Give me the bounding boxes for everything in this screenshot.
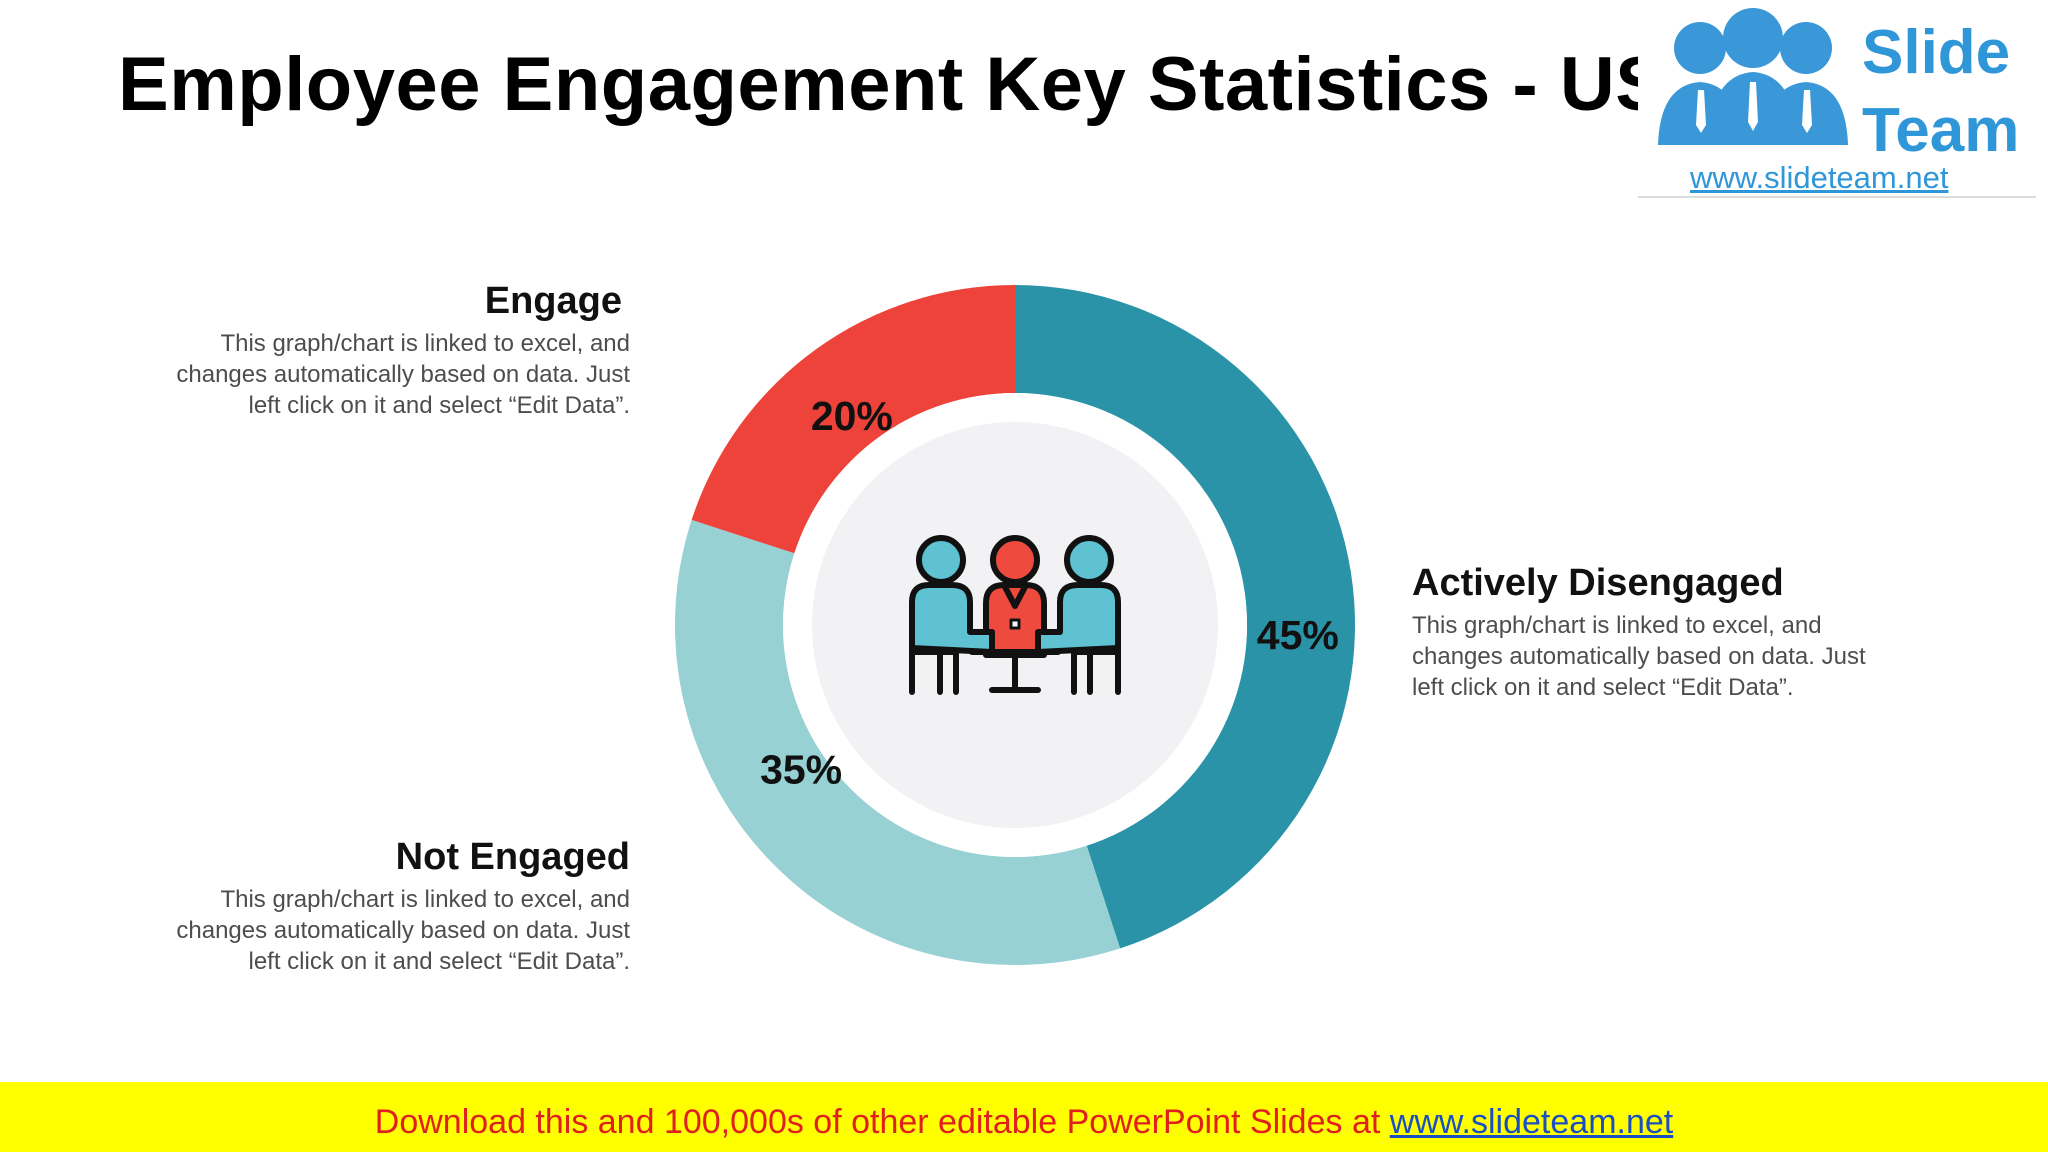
logo-word-slide: Slide <box>1862 18 2011 87</box>
team-meeting-icon <box>909 535 1121 695</box>
download-banner[interactable]: Download this and 100,000s of other edit… <box>0 1082 2048 1152</box>
engage-desc-line: This graph/chart is linked to excel, and <box>220 330 630 357</box>
slideteam-logo[interactable]: Slide Team www.slideteam.net <box>1638 0 2036 198</box>
actively-disengaged-desc-line: changes automatically based on data. Jus… <box>1412 643 1866 670</box>
actively-disengaged-desc-line: This graph/chart is linked to excel, and <box>1412 612 1822 639</box>
data-label-actively-disengaged: 45% <box>1257 612 1339 658</box>
actively-disengaged-desc-line: left click on it and select “Edit Data”. <box>1412 674 1794 701</box>
logo-url-link[interactable]: www.slideteam.net <box>1690 160 1949 195</box>
actively-disengaged-title: Actively Disengaged <box>1412 562 1784 604</box>
not-engaged-desc-line: This graph/chart is linked to excel, and <box>220 886 630 913</box>
not-engaged-label: Not Engaged This graph/chart is linked t… <box>110 834 630 977</box>
not-engaged-title: Not Engaged <box>395 836 630 878</box>
engage-label: Engage This graph/chart is linked to exc… <box>110 278 630 421</box>
actively-disengaged-desc: This graph/chart is linked to excel, and… <box>1412 610 1932 703</box>
not-engaged-desc-line: left click on it and select “Edit Data”. <box>248 948 631 975</box>
data-label-engage: 20% <box>811 393 893 439</box>
engage-desc-line: left click on it and select “Edit Data”. <box>248 392 631 419</box>
engage-desc: This graph/chart is linked to excel, and… <box>110 328 630 421</box>
slide-title: Employee Engagement Key Statistics - US <box>118 42 1667 127</box>
donut-slice-not-engaged[interactable] <box>675 519 1121 965</box>
engage-desc-line: changes automatically based on data. Jus… <box>176 361 630 388</box>
data-label-not-engaged: 35% <box>760 746 842 792</box>
people-logo-icon <box>1658 8 1848 145</box>
donut-slice-engage[interactable] <box>691 285 1015 554</box>
not-engaged-desc: This graph/chart is linked to excel, and… <box>110 884 630 977</box>
donut-slice-actively-disengaged[interactable] <box>1015 285 1355 949</box>
actively-disengaged-label: Actively Disengaged This graph/chart is … <box>1412 560 1932 703</box>
donut-chart-svg: 45% 35% 20% <box>675 285 1355 965</box>
banner-text: Download this and 100,000s of other edit… <box>374 1103 1390 1141</box>
engage-title: Engage <box>484 280 622 322</box>
logo-word-team: Team <box>1862 96 2020 165</box>
banner-url-link[interactable]: www.slideteam.net <box>1389 1103 1674 1141</box>
donut-chart: 45% 35% 20% <box>670 280 1360 970</box>
not-engaged-desc-line: changes automatically based on data. Jus… <box>176 917 630 944</box>
